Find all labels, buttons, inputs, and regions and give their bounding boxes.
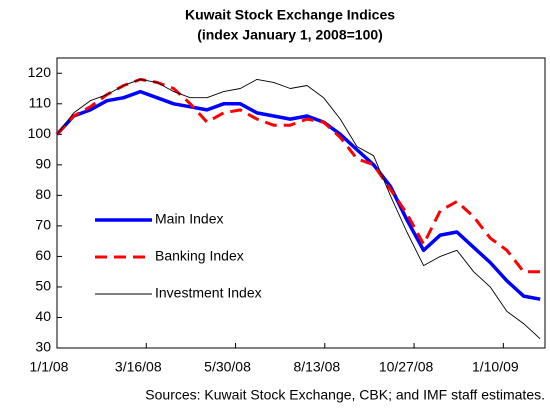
y-tick-label: 70	[35, 217, 51, 233]
y-tick-label: 90	[35, 156, 51, 172]
series-line	[55, 89, 541, 301]
chart-subtitle: (index January 1, 2008=100)	[197, 27, 383, 43]
source-note: Sources: Kuwait Stock Exchange, CBK; and…	[145, 387, 545, 403]
y-tick-label: 110	[29, 94, 52, 110]
x-tick-label: 10/27/08	[379, 359, 434, 375]
legend-label: Banking Index	[155, 248, 244, 264]
x-tick-label: 3/16/08	[115, 359, 162, 375]
x-tick-label: 8/13/08	[293, 359, 340, 375]
y-tick-label: 60	[35, 247, 51, 263]
x-tick-label: 1/1/08	[30, 359, 69, 375]
series-line	[56, 78, 541, 340]
y-tick-label: 80	[35, 186, 51, 202]
y-tick-label: 40	[35, 308, 51, 324]
plot-frame	[56, 57, 546, 349]
legend-label: Main Index	[155, 211, 223, 227]
x-tick-label: 5/30/08	[204, 359, 251, 375]
y-tick-label: 30	[35, 339, 51, 355]
y-tick-label: 50	[35, 278, 51, 294]
legend-label: Investment Index	[155, 285, 262, 301]
x-tick-label: 1/10/09	[472, 359, 519, 375]
chart-title: Kuwait Stock Exchange Indices	[185, 7, 395, 23]
y-tick-label: 120	[28, 64, 52, 80]
y-tick-label: 100	[28, 125, 52, 141]
